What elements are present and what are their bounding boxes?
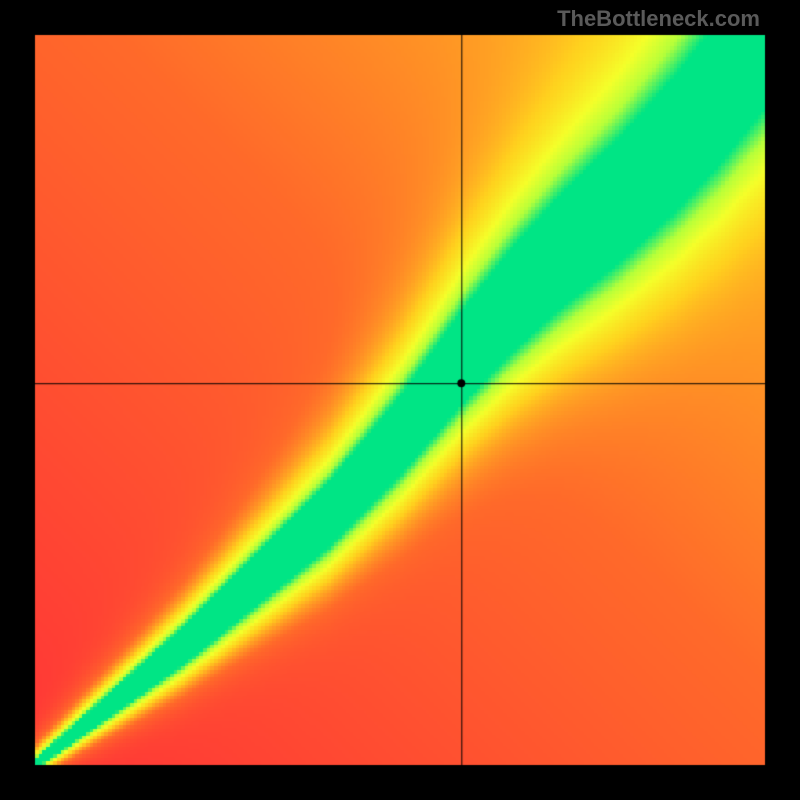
bottleneck-heatmap bbox=[0, 0, 800, 800]
watermark-text: TheBottleneck.com bbox=[557, 6, 760, 32]
